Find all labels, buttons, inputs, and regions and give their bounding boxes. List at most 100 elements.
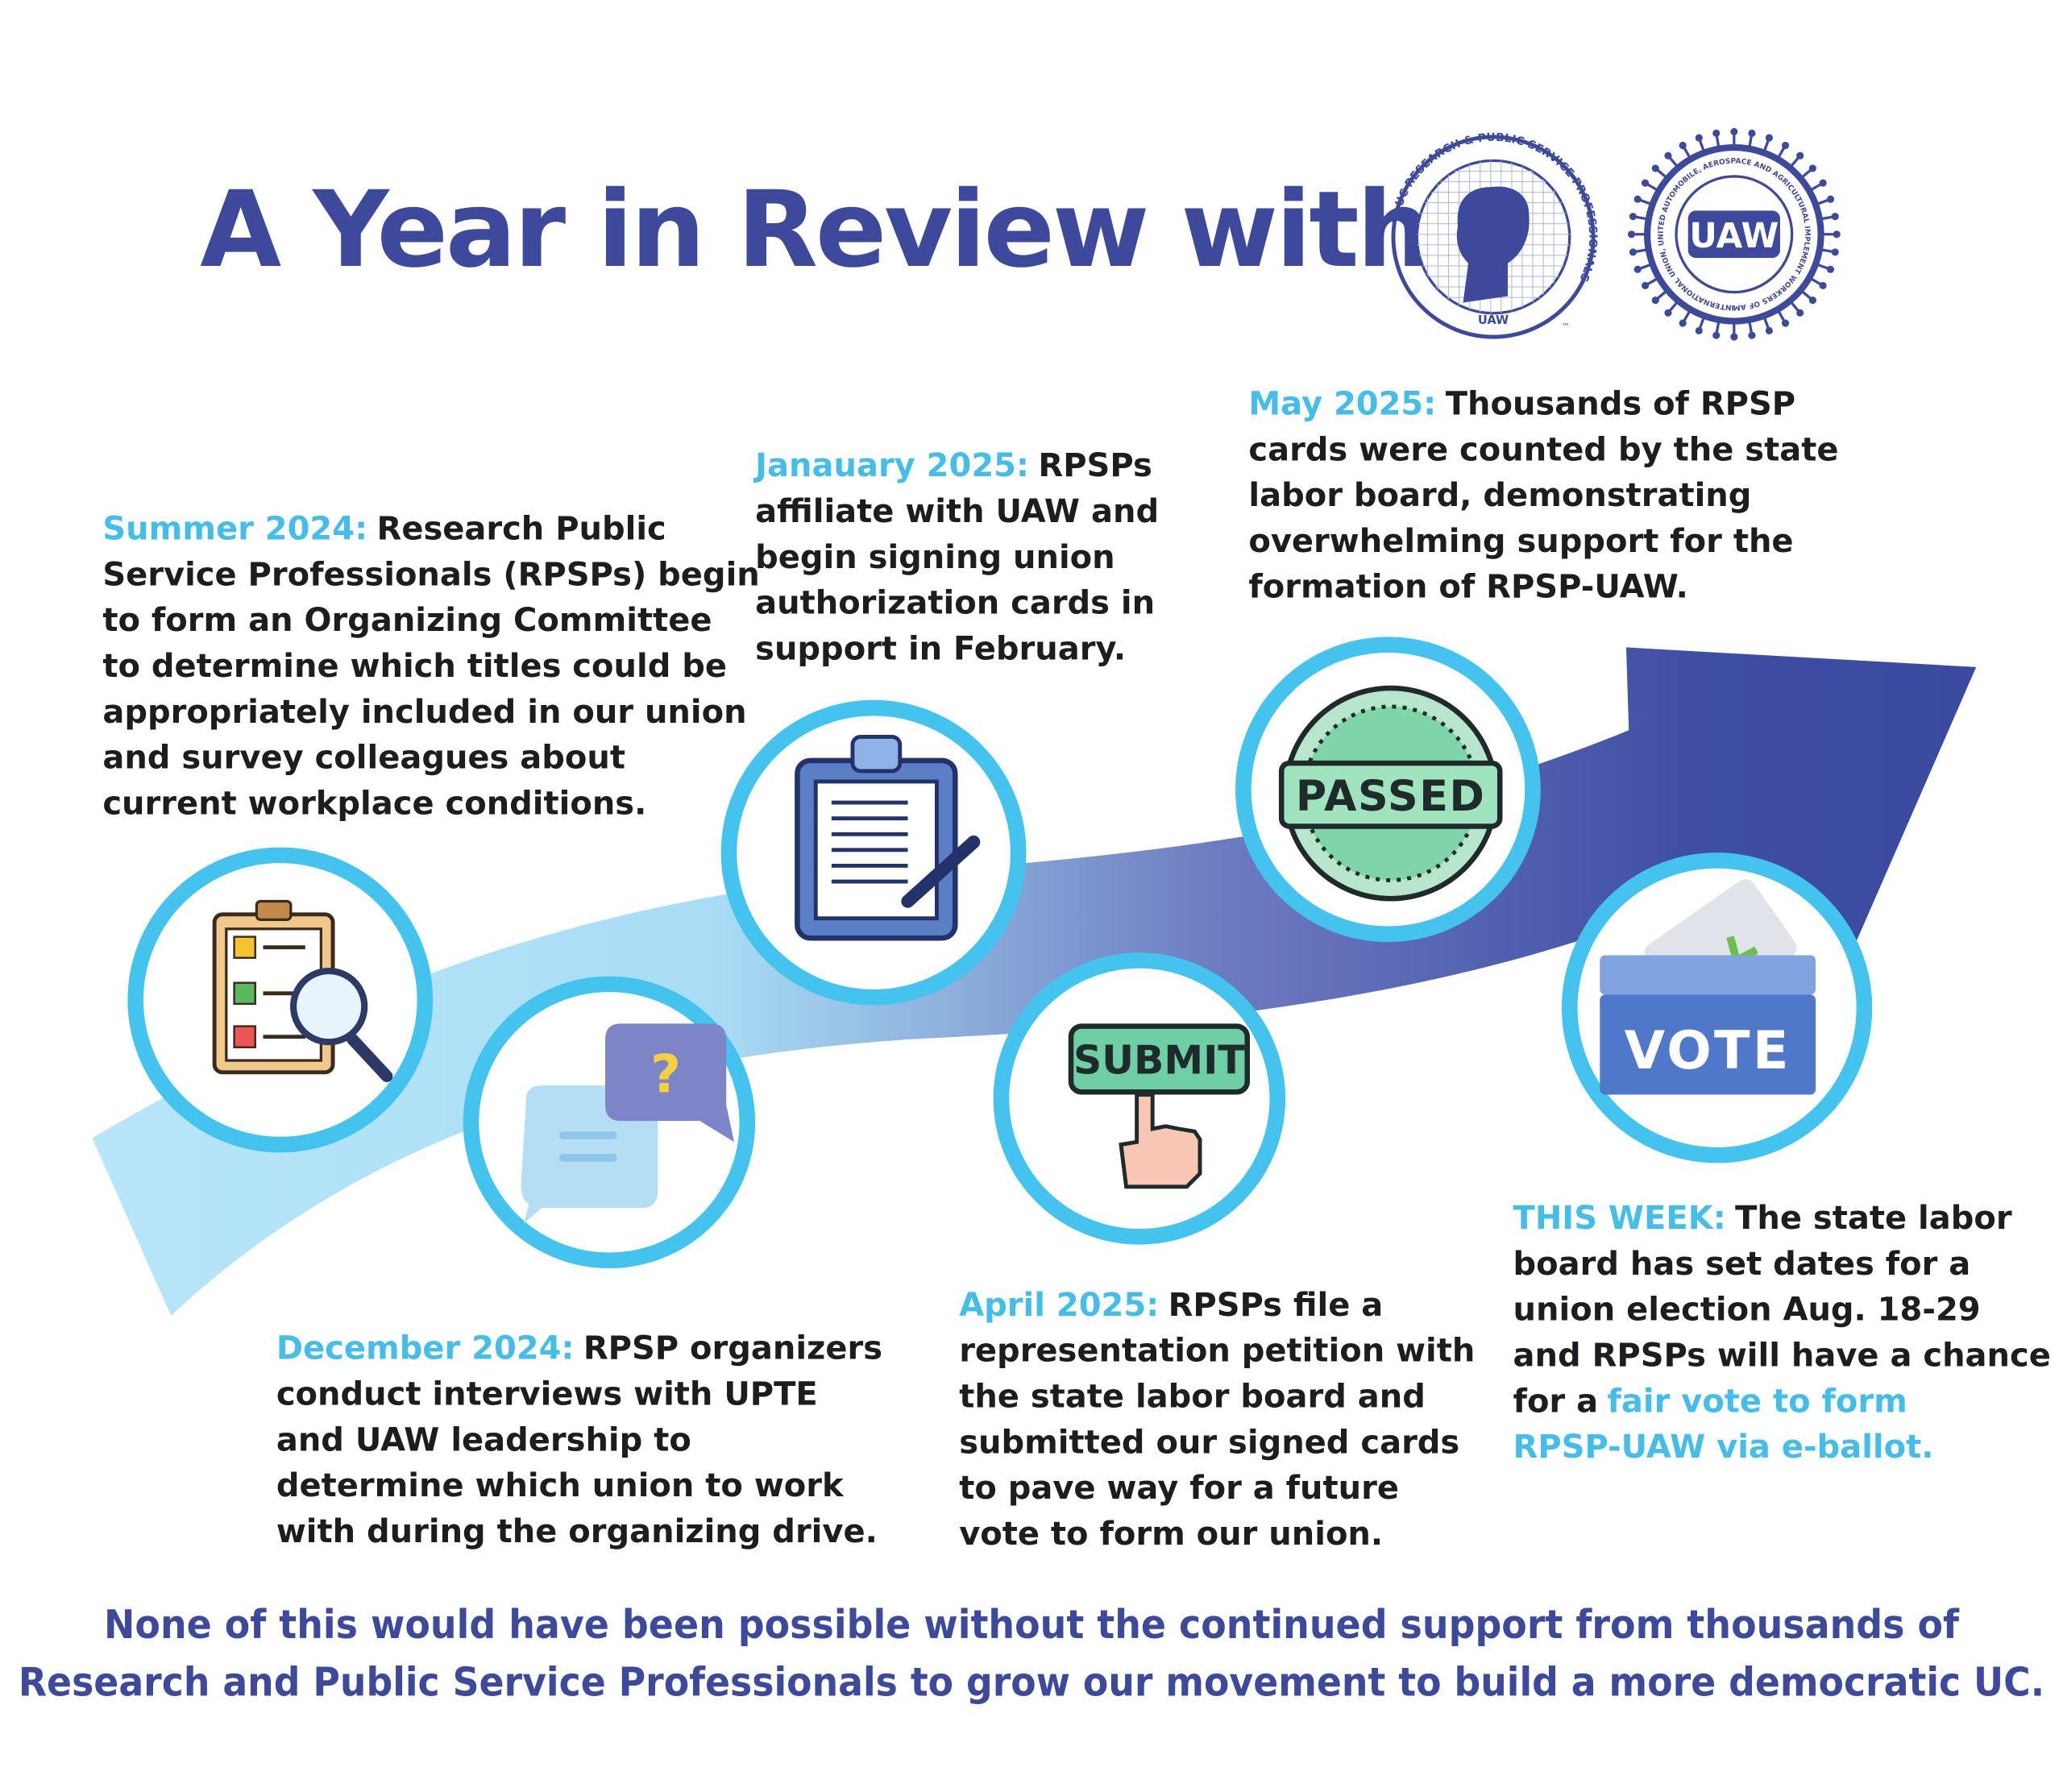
milestone-line: authorization cards in bbox=[755, 585, 1155, 622]
icon-box-top bbox=[1600, 955, 1816, 995]
logo-uaw-dot bbox=[1781, 141, 1790, 150]
logo-uaw-dot bbox=[1712, 129, 1721, 137]
icon-clip bbox=[850, 735, 903, 774]
milestone-line: begin signing union bbox=[755, 539, 1115, 576]
icon-check bbox=[233, 981, 256, 1006]
milestone-date: Janauary 2025: bbox=[753, 447, 1029, 484]
icon-hand bbox=[1119, 1093, 1202, 1189]
logo-uaw-dot bbox=[1819, 179, 1827, 187]
logo-uaw-dot bbox=[1831, 248, 1839, 256]
logo-uaw-dot bbox=[1833, 230, 1841, 239]
logo-rpsp-outer bbox=[1391, 135, 1596, 339]
milestone-text: April 2025: RPSPs file a representation pe… bbox=[959, 1287, 1475, 1553]
milestone-line: with during the organizing drive. bbox=[276, 1513, 878, 1550]
logo-uaw-dot bbox=[1695, 326, 1703, 335]
milestone-line: to form an Organizing Committee bbox=[102, 602, 712, 639]
milestone-text: Summer 2024: Research Public Service Profe… bbox=[102, 511, 759, 823]
logo-uaw-dot bbox=[1651, 297, 1659, 305]
logo-rpsp-bottom: UAW bbox=[1478, 313, 1509, 327]
logo-uaw-dot bbox=[1765, 134, 1773, 142]
milestone-line: labor board, demonstrating bbox=[1248, 477, 1751, 514]
milestone-date: May 2025: bbox=[1248, 385, 1436, 422]
milestone-text: December 2024: RPSP organizers conduct int… bbox=[276, 1330, 882, 1550]
milestone-line: representation petition with bbox=[959, 1333, 1475, 1370]
milestone-line: RPSPs bbox=[1038, 447, 1152, 484]
logo-uaw-dot bbox=[1695, 134, 1703, 142]
icon-bubble-front bbox=[605, 1023, 735, 1143]
milestone-date: December 2024: bbox=[276, 1330, 575, 1367]
icon-submit: SUBMIT bbox=[1073, 1037, 1245, 1083]
logo-uaw-dot bbox=[1629, 213, 1637, 221]
logo-uaw-dot bbox=[1730, 333, 1738, 341]
milestone-line: board has set dates for a bbox=[1513, 1246, 1971, 1283]
milestone-line: Thousands of RPSP bbox=[1446, 385, 1795, 422]
milestone-line: Research Public bbox=[377, 511, 666, 548]
logo-uaw-dot bbox=[1664, 309, 1672, 317]
logo-uaw-dot bbox=[1641, 179, 1650, 187]
icon-clip bbox=[255, 899, 293, 922]
milestone-line: formation of RPSP-UAW. bbox=[1248, 569, 1687, 606]
milestone-line: and RPSPs will have a chance bbox=[1513, 1338, 2051, 1375]
milestone-text: THIS WEEK: The state labor board has set d… bbox=[1513, 1200, 2051, 1466]
icon-question: ? bbox=[650, 1043, 681, 1105]
logo-uaw-dot bbox=[1808, 297, 1816, 305]
logo-rpsp-tm: ™ bbox=[1562, 322, 1570, 331]
milestone-line: RPSP organizers bbox=[583, 1330, 882, 1367]
milestone-line: overwhelming support for the bbox=[1248, 523, 1793, 560]
milestone-line: cards were counted by the state bbox=[1248, 431, 1838, 468]
milestone-date: April 2025: bbox=[959, 1287, 1159, 1324]
logo-uaw-dot bbox=[1765, 326, 1773, 335]
logo-uaw-dot bbox=[1679, 141, 1687, 150]
logo-uaw-center: UAW bbox=[1689, 217, 1779, 256]
milestone-line: and UAW leadership to bbox=[276, 1421, 691, 1458]
icon-check bbox=[233, 935, 256, 959]
milestone-line: affiliate with UAW and bbox=[755, 493, 1159, 530]
logo-uaw-dot bbox=[1633, 265, 1642, 273]
milestone-line: the state labor board and bbox=[959, 1378, 1426, 1415]
icon-button bbox=[1068, 1023, 1251, 1095]
milestone-line: determine which union to work bbox=[276, 1467, 845, 1504]
icon-pen bbox=[901, 835, 981, 908]
icon-handle bbox=[347, 1033, 393, 1083]
icon-vote: VOTE bbox=[1625, 1020, 1791, 1081]
logo-uaw-dot bbox=[1627, 230, 1636, 239]
milestone-text: May 2025: Thousands of RPSP cards were cou… bbox=[1248, 385, 1838, 605]
milestone-line: for a bbox=[1513, 1383, 1599, 1420]
footer: None of this would have been possible wi… bbox=[19, 1602, 2044, 1706]
logo-uaw-dot bbox=[1664, 151, 1672, 160]
milestone-line: support in February. bbox=[755, 630, 1126, 667]
milestone-line: conduct interviews with UPTE bbox=[276, 1376, 818, 1413]
milestone-line: to determine which titles could be bbox=[102, 648, 727, 685]
logo-uaw-dot bbox=[1796, 151, 1804, 160]
logo-uaw-dot bbox=[1826, 195, 1835, 203]
milestone-line: submitted our signed cards bbox=[959, 1424, 1459, 1461]
logo-uaw-dot bbox=[1641, 281, 1650, 290]
milestone-line: Service Professionals (RPSPs) begin bbox=[102, 556, 759, 593]
icon-lens bbox=[290, 967, 368, 1046]
icon-box bbox=[1600, 994, 1816, 1095]
logo-fist bbox=[1456, 186, 1530, 303]
milestone-line: vote to form our union. bbox=[959, 1516, 1383, 1553]
icon-passed: PASSED bbox=[1296, 773, 1486, 821]
logo-uaw-dot bbox=[1651, 164, 1659, 172]
milestone-date: Summer 2024: bbox=[102, 511, 367, 548]
title: A Year in Review with bbox=[200, 168, 1429, 291]
icon-banner bbox=[1278, 760, 1503, 829]
milestone-line: and survey colleagues about bbox=[102, 740, 625, 777]
milestone-date: THIS WEEK: bbox=[1513, 1200, 1726, 1237]
milestone-line: RPSPs file a bbox=[1168, 1287, 1384, 1324]
milestone-texts: Summer 2024: Research Public Service Profe… bbox=[102, 385, 2051, 1552]
milestone-line: current workplace conditions. bbox=[102, 785, 646, 822]
milestone-line: union election Aug. 18-29 bbox=[1513, 1292, 1981, 1329]
logo-uaw-dot bbox=[1730, 127, 1738, 135]
logo-uaw-dot bbox=[1629, 248, 1637, 256]
logo-uaw-dot bbox=[1826, 265, 1835, 273]
milestone-highlight: RPSP-UAW via e-ballot. bbox=[1513, 1429, 1934, 1466]
milestone-highlight: fair vote to form bbox=[1608, 1383, 1907, 1420]
logo-uaw-dot bbox=[1748, 129, 1756, 137]
logo-uaw-dot bbox=[1781, 319, 1790, 327]
milestone-line: to pave way for a future bbox=[959, 1470, 1399, 1507]
milestone-icons: ? SUBMIT PASSED VOTE bbox=[127, 637, 1873, 1269]
